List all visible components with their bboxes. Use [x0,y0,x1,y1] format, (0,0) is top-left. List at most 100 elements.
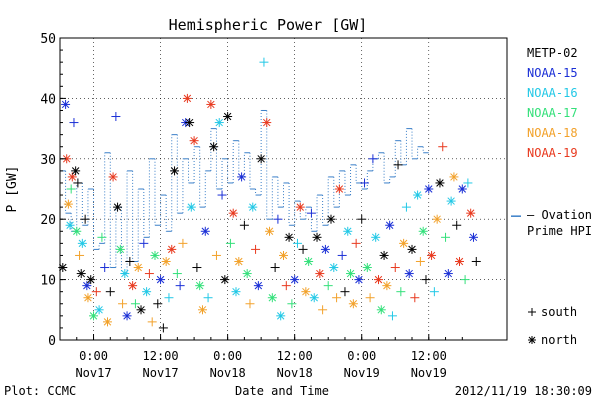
data-point [276,311,286,321]
data-point-stroke [249,203,257,211]
data-point [94,305,104,315]
data-point-stroke [469,233,478,242]
data-point [415,256,425,266]
data-point-stroke [61,100,70,109]
data-point [318,305,328,315]
data-point [225,238,235,248]
data-point [72,226,82,236]
data-point-stroke [355,275,363,284]
plot-credit: Plot: CCMC [4,384,76,398]
data-point [89,311,99,321]
legend-entry: NOAA-16 [527,86,578,100]
data-point-stroke [330,263,338,272]
marker-legend-symbol [528,336,536,344]
data-point [346,269,356,279]
data-point [223,112,233,122]
data-point [424,184,434,194]
data-point [237,172,247,182]
x-tick-time-label: 0:00 [79,349,108,363]
data-point [399,238,409,248]
chart-title: Hemispheric Power [GW] [169,16,368,34]
data-point [262,118,272,128]
data-point [438,142,448,152]
ovation-legend-line-2: Prime HPI [527,224,592,238]
data-point [396,287,406,297]
data-point [281,281,291,291]
data-point-stroke [268,293,277,302]
data-point [309,293,319,303]
data-point [365,293,375,303]
data-point [413,190,423,200]
data-point [306,208,316,218]
data-point [463,178,473,188]
data-point-stroke [316,269,324,278]
y-axis-label: P [GW] [5,166,20,213]
marker-legend: south north [528,305,577,347]
data-point [332,293,342,303]
data-point-stroke [257,155,265,163]
data-point-stroke [89,312,98,320]
data-point [298,244,308,254]
data-point [100,263,110,273]
data-point [178,238,188,248]
data-point [292,238,302,248]
data-point-stroke [77,269,85,278]
data-point [75,250,85,260]
data-point [248,202,258,212]
data-point-stroke [195,281,204,290]
data-point [164,293,174,303]
data-point-stroke [116,245,125,254]
data-point-stroke [296,203,304,211]
data-point [156,275,166,285]
data-point [175,281,185,291]
data-point-stroke [209,142,218,151]
x-tick-time-label: 12:00 [411,349,447,363]
data-point [410,293,420,303]
data-point [200,226,210,236]
data-point [234,256,244,266]
data-point [161,256,171,266]
data-point-stroke [346,269,355,278]
data-point [182,93,192,103]
data-point [357,214,367,224]
data-point [390,263,400,273]
x-tick-day-label: Nov17 [143,366,179,380]
data-point-stroke [170,167,179,175]
data-point-stroke [201,227,210,236]
data-point-stroke [374,275,383,284]
data-point [312,232,322,242]
data-point [167,244,177,254]
marker-legend-stroke [528,336,536,344]
data-point-stroke [156,275,165,284]
y-tick-label: 40 [40,92,56,107]
legend-entry: NOAA-19 [527,146,578,160]
data-point [259,57,269,67]
data-point-stroke [377,306,386,314]
data-point [443,269,453,279]
grid-lines [60,38,507,340]
data-point-stroke [313,233,321,242]
data-point-stroke [235,257,243,266]
data-point [427,250,437,260]
x-tick-time-label: 0:00 [213,349,242,363]
data-point [228,208,238,218]
y-tick-label: 10 [40,274,56,289]
data-point [139,238,149,248]
data-point [113,202,123,212]
data-point-stroke [64,200,73,208]
data-point [144,269,154,279]
data-point-stroke [128,281,137,290]
data-point-stroke [419,227,427,236]
data-point [69,118,79,128]
data-point [211,250,221,260]
data-point [382,281,392,291]
data-point [71,166,81,176]
x-axis: 0:00 Nov17 12:00 Nov17 0:00 Nov18 12:00 Nov18 0:… [75,334,463,380]
data-point-stroke [87,275,95,284]
data-point-stroke [399,239,408,248]
data-point [253,281,263,291]
data-point [429,287,439,297]
data-point-stroke [344,227,352,236]
data-point-stroke [279,251,288,260]
data-point [446,196,456,206]
